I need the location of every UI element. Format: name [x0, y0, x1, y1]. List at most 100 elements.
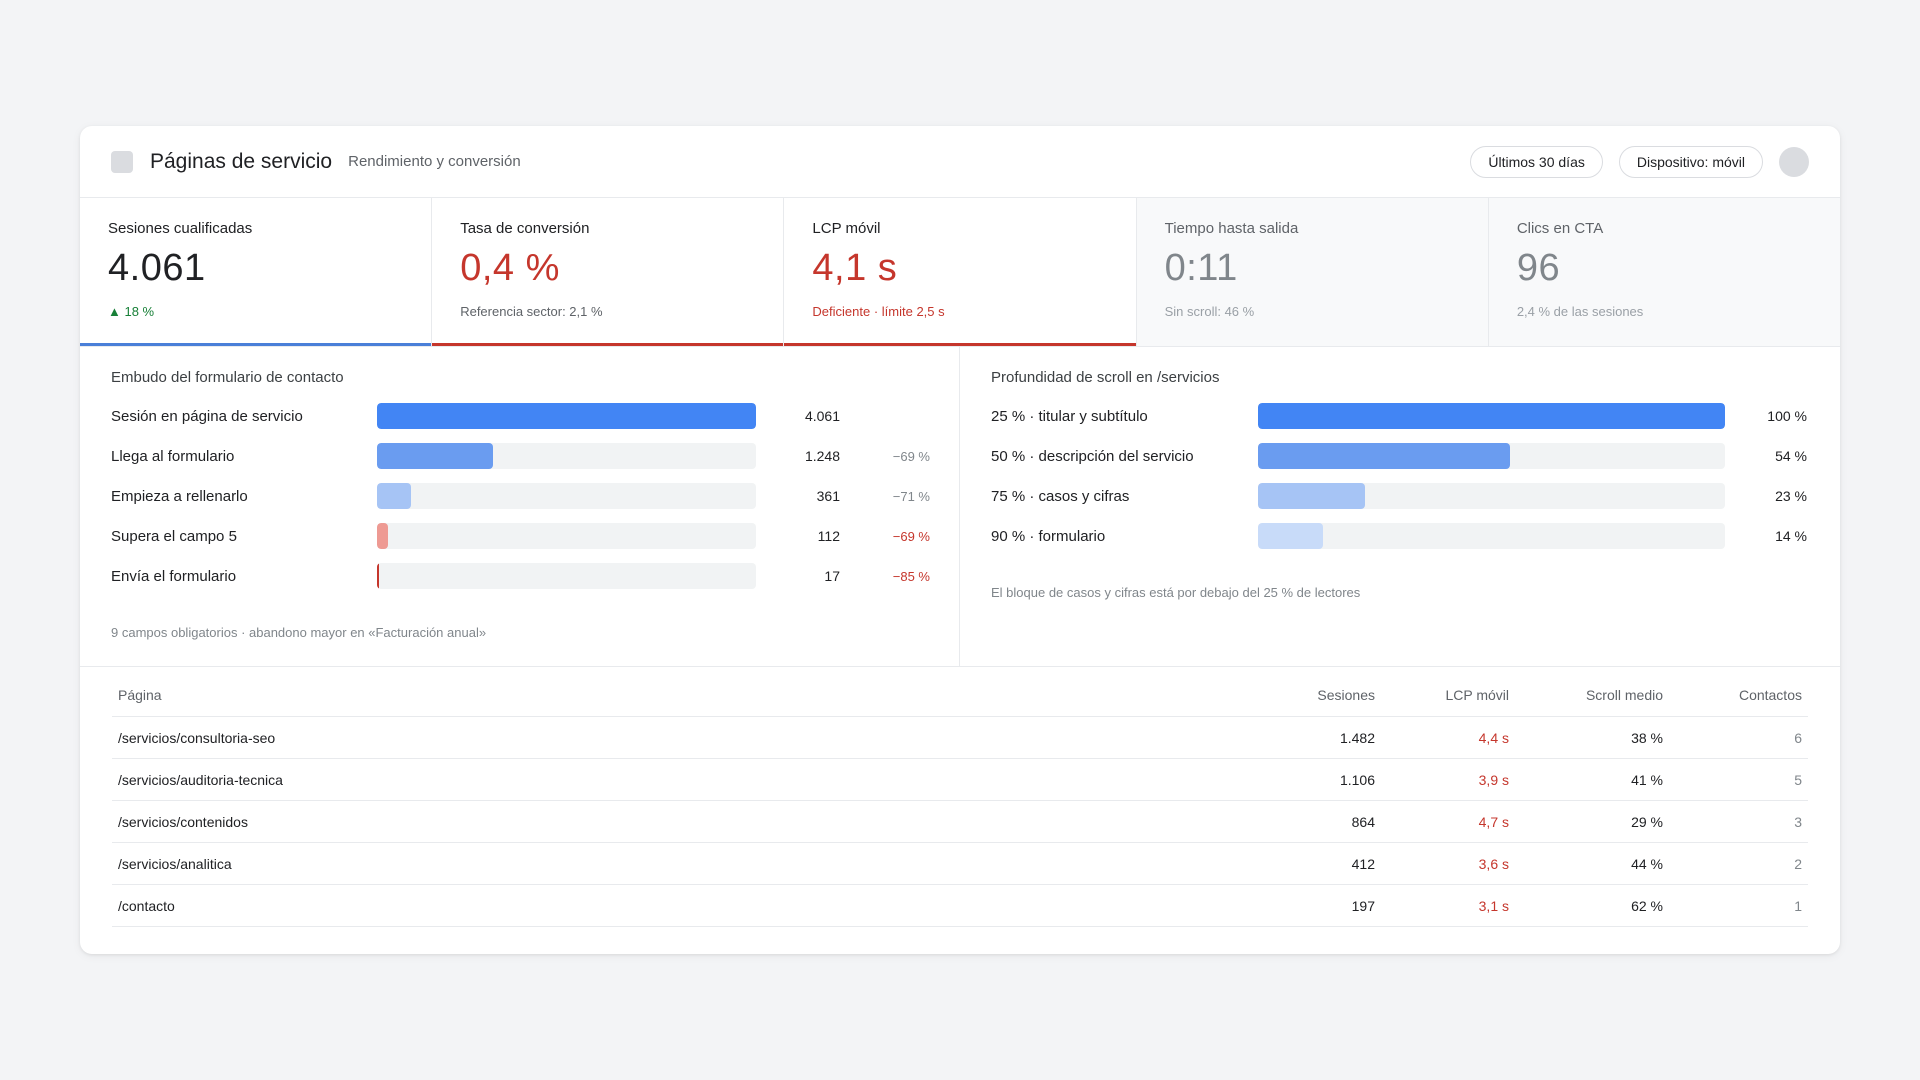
scroll-depth-label: 50 % · descripción del servicio — [991, 447, 1194, 465]
scroll-depth-label: 25 % · titular y subtítulo — [991, 407, 1148, 425]
funnel-panel: Embudo del formulario de contacto Sesión… — [80, 347, 960, 666]
scroll-bar — [1258, 523, 1324, 549]
sessions-cell: 864 — [1351, 813, 1375, 830]
scroll-depth-percent: 23 % — [1775, 488, 1807, 504]
page-cell[interactable]: /servicios/consultoria-seo — [118, 729, 276, 746]
scroll-depth-label: 90 % · formulario — [991, 527, 1106, 545]
scroll-bar-track — [1258, 443, 1725, 469]
kpi-value: 0,4 % — [460, 247, 560, 289]
scroll-depth-percent: 54 % — [1775, 448, 1807, 464]
scroll-depth-percent: 14 % — [1775, 528, 1807, 544]
funnel-bar — [377, 563, 379, 589]
kpi-strip: Sesiones cualificadas 4.061 ▲ 18 % Tasa … — [80, 198, 1840, 347]
funnel-step-label: Empieza a rellenarlo — [111, 487, 248, 505]
contacts-cell: 2 — [1794, 855, 1802, 872]
table-row[interactable]: /servicios/auditoria-tecnica 1.106 3,9 s 41… — [112, 759, 1808, 801]
kpi-note: Sin scroll: 46 % — [1164, 304, 1255, 319]
table-row[interactable]: /contacto 197 3,1 s 62 % 1 — [112, 885, 1808, 927]
kpi-label: Tiempo hasta salida — [1164, 220, 1299, 237]
funnel-bar-track — [377, 523, 756, 549]
scroll-title: Profundidad de scroll en /servicios — [991, 369, 1220, 386]
table-row[interactable]: /servicios/consultoria-seo 1.482 4,4 s 38 %… — [112, 717, 1808, 759]
device-filter-chip[interactable]: Dispositivo: móvil — [1618, 145, 1763, 178]
sessions-cell: 1.482 — [1339, 729, 1375, 746]
scroll-bar-track — [1258, 403, 1725, 429]
funnel-note: 9 campos obligatorios · abandono mayor e… — [111, 625, 487, 640]
scroll-note: El bloque de casos y cifras está por deb… — [991, 585, 1361, 600]
scroll-bar — [1258, 443, 1511, 469]
lcp-cell: 3,1 s — [1478, 897, 1509, 914]
kpi-label: LCP móvil — [812, 220, 881, 237]
column-header-lcp[interactable]: LCP móvil — [1445, 686, 1509, 703]
column-header-sessions[interactable]: Sesiones — [1317, 686, 1375, 703]
scroll-bar-track — [1258, 523, 1725, 549]
scroll-cell: 29 % — [1631, 813, 1663, 830]
kpi-cta-clicks[interactable]: Clics en CTA 96 2,4 % de las sesiones — [1488, 198, 1840, 346]
page-cell[interactable]: /servicios/contenidos — [118, 813, 248, 830]
scroll-bar-track — [1258, 483, 1725, 509]
scroll-depth-label: 75 % · casos y cifras — [991, 487, 1130, 505]
page-title: Páginas de servicio — [150, 149, 333, 173]
kpi-value: 0:11 — [1164, 247, 1238, 289]
kpi-time-to-exit[interactable]: Tiempo hasta salida 0:11 Sin scroll: 46 … — [1136, 198, 1489, 346]
kpi-note: Referencia sector: 2,1 % — [460, 304, 603, 319]
funnel-step-value: 1.248 — [804, 448, 840, 464]
app-icon — [111, 150, 133, 173]
kpi-value: 96 — [1516, 247, 1561, 289]
column-header-contacts[interactable]: Contactos — [1738, 686, 1802, 703]
contacts-cell: 3 — [1794, 813, 1802, 830]
funnel-step-drop: −85 % — [892, 568, 930, 584]
kpi-note: 2,4 % de las sesiones — [1516, 304, 1644, 319]
kpi-alert-indicator — [432, 343, 784, 346]
kpi-label: Clics en CTA — [1516, 220, 1604, 237]
funnel-step-drop: −69 % — [892, 528, 930, 544]
funnel-bar — [377, 483, 411, 509]
funnel-step: Envía el formulario 17 −85 % — [111, 563, 930, 589]
funnel-step-label: Envía el formulario — [111, 567, 237, 585]
sessions-cell: 197 — [1351, 897, 1375, 914]
funnel-step-value: 361 — [816, 488, 840, 504]
lcp-cell: 3,9 s — [1478, 771, 1509, 788]
column-header-page[interactable]: Página — [118, 686, 162, 703]
kpi-trend: ▲ 18 % — [108, 304, 155, 319]
kpi-lcp-mobile[interactable]: LCP móvil 4,1 s Deficiente · límite 2,5 … — [784, 198, 1137, 346]
page-cell[interactable]: /contacto — [118, 897, 175, 914]
table-row[interactable]: /servicios/contenidos 864 4,7 s 29 % 3 — [112, 801, 1808, 843]
column-header-scroll[interactable]: Scroll medio — [1585, 686, 1663, 703]
kpi-conversion-rate[interactable]: Tasa de conversión 0,4 % Referencia sect… — [432, 198, 785, 346]
lcp-cell: 3,6 s — [1478, 855, 1509, 872]
analysis-panels: Embudo del formulario de contacto Sesión… — [80, 347, 1840, 667]
kpi-label: Sesiones cualificadas — [108, 220, 253, 237]
funnel-step: Empieza a rellenarlo 361 −71 % — [111, 483, 930, 509]
page-cell[interactable]: /servicios/auditoria-tecnica — [118, 771, 283, 788]
funnel-step-value: 112 — [817, 528, 840, 544]
page-subtitle: Rendimiento y conversión — [348, 153, 521, 170]
funnel-step-label: Sesión en página de servicio — [111, 407, 303, 425]
scroll-cell: 38 % — [1631, 729, 1663, 746]
lcp-cell: 4,4 s — [1478, 729, 1509, 746]
funnel-bar-track — [377, 563, 756, 589]
scroll-cell: 62 % — [1631, 897, 1663, 914]
funnel-bar — [377, 403, 756, 429]
table-row[interactable]: /servicios/analitica 412 3,6 s 44 % 2 — [112, 843, 1808, 885]
lcp-cell: 4,7 s — [1478, 813, 1509, 830]
scroll-depth-row: 50 % · descripción del servicio 54 % — [991, 443, 1807, 469]
funnel-bar — [377, 443, 494, 469]
kpi-value: 4.061 — [108, 247, 206, 289]
funnel-title: Embudo del formulario de contacto — [111, 369, 344, 386]
scroll-bar — [1258, 403, 1725, 429]
funnel-step: Llega al formulario 1.248 −69 % — [111, 443, 930, 469]
funnel-step-drop: −69 % — [892, 448, 930, 464]
dashboard-header: Páginas de servicio Rendimiento y conver… — [80, 126, 1840, 198]
kpi-alert-indicator — [784, 343, 1136, 346]
dashboard-card: Páginas de servicio Rendimiento y conver… — [80, 126, 1840, 954]
kpi-qualified-sessions[interactable]: Sesiones cualificadas 4.061 ▲ 18 % — [80, 198, 433, 346]
scroll-depth-row: 25 % · titular y subtítulo 100 % — [991, 403, 1807, 429]
avatar[interactable] — [1779, 146, 1809, 177]
contacts-cell: 6 — [1794, 729, 1802, 746]
funnel-bar-track — [377, 403, 756, 429]
page-cell[interactable]: /servicios/analitica — [118, 855, 232, 872]
period-filter-chip[interactable]: Últimos 30 días — [1470, 145, 1603, 178]
kpi-label: Tasa de conversión — [460, 220, 590, 237]
scroll-depth-row: 90 % · formulario 14 % — [991, 523, 1807, 549]
